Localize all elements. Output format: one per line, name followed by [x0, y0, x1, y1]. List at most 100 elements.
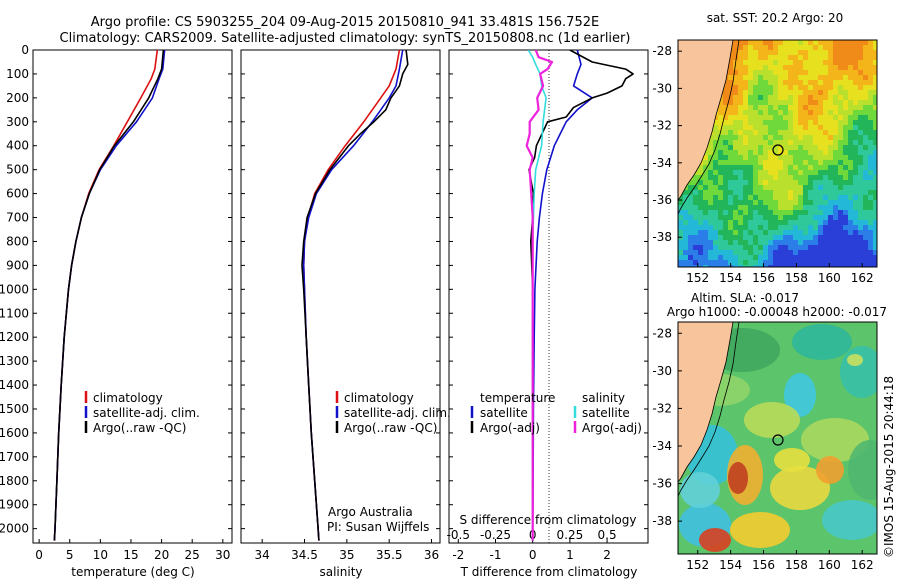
sst-cell — [693, 265, 698, 267]
sst-cell — [698, 215, 703, 220]
sst-cell — [753, 105, 758, 110]
sst-cell — [783, 60, 788, 65]
sst-cell — [763, 135, 768, 140]
sst-cell — [828, 215, 833, 220]
sst-cell — [763, 205, 768, 210]
sst-cell — [863, 65, 868, 70]
sst-cell — [848, 120, 853, 125]
sst-cell — [823, 120, 828, 125]
sst-cell — [838, 45, 843, 50]
sst-cell — [858, 160, 863, 165]
sla-anomaly-blob — [792, 324, 852, 360]
sst-cell — [813, 130, 818, 135]
sst-cell — [848, 85, 853, 90]
x-tick-label: 25 — [185, 548, 200, 562]
sst-cell — [868, 75, 873, 80]
sst-cell — [753, 235, 758, 240]
sst-cell — [873, 260, 877, 265]
sst-cell — [738, 165, 743, 170]
sst-cell — [863, 175, 868, 180]
sst-cell — [728, 80, 733, 85]
sst-cell — [738, 135, 743, 140]
sst-cell — [708, 260, 713, 265]
sst-cell — [713, 185, 718, 190]
sst-cell — [723, 265, 728, 267]
sst-cell — [753, 75, 758, 80]
sst-cell — [763, 265, 768, 267]
sst-cell — [758, 75, 763, 80]
sst-cell — [838, 110, 843, 115]
sst-cell — [763, 200, 768, 205]
sst-cell — [853, 145, 858, 150]
sst-cell — [873, 90, 877, 95]
sst-cell — [758, 170, 763, 175]
sst-cell — [683, 240, 688, 245]
sst-cell — [718, 100, 723, 105]
sst-cell — [848, 150, 853, 155]
sst-cell — [728, 245, 733, 250]
sst-cell — [843, 110, 848, 115]
sst-cell — [743, 80, 748, 85]
sst-cell — [698, 225, 703, 230]
sst-cell — [693, 230, 698, 235]
sst-cell — [858, 180, 863, 185]
sst-cell — [823, 90, 828, 95]
sst-cell — [803, 155, 808, 160]
salinity-x-ticks: 34 34.5 35 35.5 36 — [255, 539, 439, 562]
sst-cell — [803, 120, 808, 125]
sst-cell — [843, 240, 848, 245]
sst-cell — [828, 100, 833, 105]
sst-cell — [828, 150, 833, 155]
sst-cell — [828, 45, 833, 50]
sst-cell — [863, 55, 868, 60]
sla-anomaly-blob — [784, 373, 816, 417]
sst-cell — [698, 235, 703, 240]
map-y-tick-label: -34 — [652, 156, 672, 170]
sst-cell — [788, 45, 793, 50]
sst-cell — [803, 210, 808, 215]
sst-cell — [768, 90, 773, 95]
sst-cell — [733, 75, 738, 80]
sst-cell — [798, 265, 803, 267]
depth-tick-label: 1200 — [0, 330, 29, 344]
sst-cell — [808, 85, 813, 90]
map-x-tick-label: 162 — [851, 558, 874, 572]
sst-cell — [783, 190, 788, 195]
sst-cell — [823, 50, 828, 55]
sst-cell — [838, 185, 843, 190]
sst-cell — [798, 145, 803, 150]
sst-cell — [803, 225, 808, 230]
sst-cell — [853, 45, 858, 50]
sst-cell — [773, 160, 778, 165]
difference-legend-ssat: satellite — [582, 406, 630, 420]
sst-cell — [693, 255, 698, 260]
sst-cell — [788, 175, 793, 180]
sst-cell — [773, 125, 778, 130]
sst-cell — [773, 145, 778, 150]
sst-cell — [858, 50, 863, 55]
sst-cell — [688, 260, 693, 265]
sst-cell — [873, 50, 877, 55]
sst-cell — [853, 190, 858, 195]
sst-cell — [848, 110, 853, 115]
sst-cell — [688, 210, 693, 215]
difference-x-ticks: -2 -1 0 1 2-0.5 -0.25 0 0.25 0.5 — [447, 528, 617, 562]
sst-cell — [853, 85, 858, 90]
sst-cell — [703, 225, 708, 230]
sst-cell — [838, 230, 843, 235]
sst-cell — [778, 215, 783, 220]
sst-cell — [788, 95, 793, 100]
sst-cell — [728, 230, 733, 235]
sst-cell — [703, 185, 708, 190]
sst-cell — [713, 125, 718, 130]
sst-cell — [853, 225, 858, 230]
sst-cell — [783, 145, 788, 150]
sst-cell — [798, 105, 803, 110]
sst-cell — [748, 40, 753, 45]
sst-cell — [873, 165, 877, 170]
sst-cell — [828, 135, 833, 140]
sst-cell — [763, 155, 768, 160]
sst-cell — [738, 60, 743, 65]
sst-cell — [763, 55, 768, 60]
sst-cell — [723, 130, 728, 135]
